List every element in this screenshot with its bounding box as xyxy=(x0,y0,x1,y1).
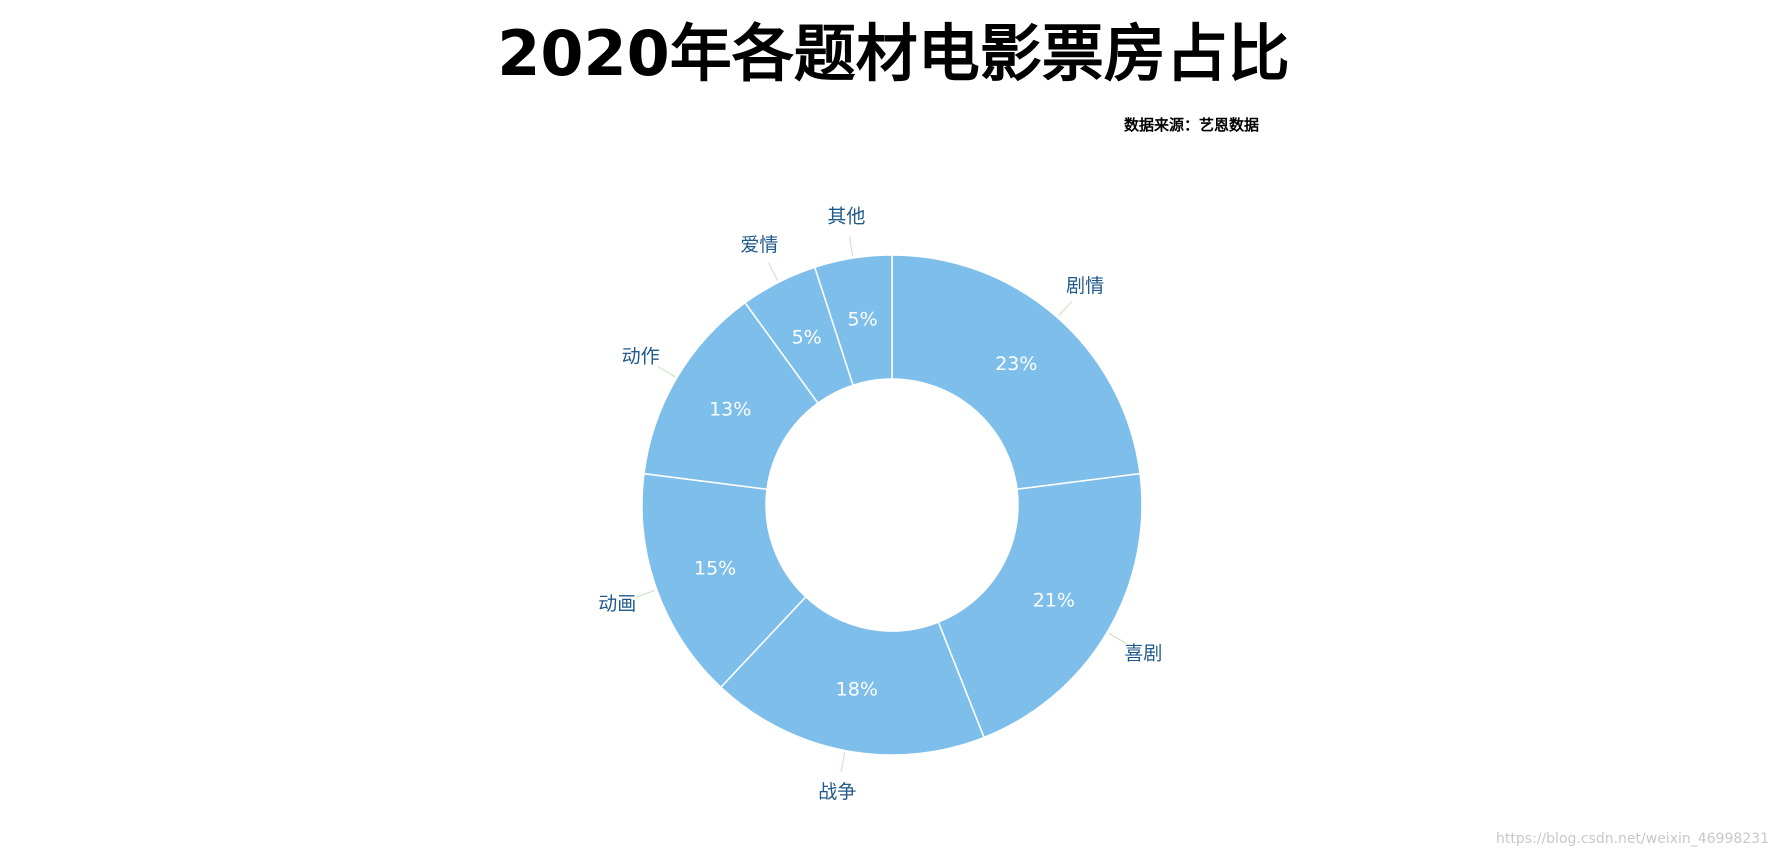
leader-line xyxy=(657,366,676,378)
donut-slice-3 xyxy=(719,595,986,756)
leader-line xyxy=(1108,632,1127,644)
chart-title: 2020年各题材电影票房占比 xyxy=(497,17,1290,90)
slice-value-label: 18% xyxy=(836,679,878,701)
category-label: 战争 xyxy=(818,781,856,803)
category-label: 其他 xyxy=(827,206,865,228)
leader-line xyxy=(848,236,854,257)
slice-value-label: 13% xyxy=(709,398,751,420)
slice-value-label: 21% xyxy=(1033,590,1075,612)
slice-value-label: 5% xyxy=(792,326,822,348)
donut-slice-1 xyxy=(891,254,1141,491)
category-label: 喜剧 xyxy=(1124,643,1162,665)
leader-line xyxy=(767,262,779,281)
slice-value-label: 23% xyxy=(995,353,1037,375)
category-label: 剧情 xyxy=(1066,275,1104,297)
leader-line xyxy=(840,752,846,773)
category-label: 爱情 xyxy=(740,234,778,256)
donut-slice-2 xyxy=(937,472,1143,739)
leader-line xyxy=(635,589,656,598)
category-label: 动画 xyxy=(598,593,636,615)
leader-line xyxy=(1058,300,1073,317)
category-label: 动作 xyxy=(622,345,660,367)
slice-value-label: 5% xyxy=(848,308,878,330)
slice-value-label: 15% xyxy=(694,558,736,580)
donut-slice-7 xyxy=(813,254,893,387)
chart-subtitle: 数据来源：艺恩数据 xyxy=(1123,116,1259,134)
donut-slice-4 xyxy=(641,472,807,689)
watermark: https://blog.csdn.net/weixin_46998231 xyxy=(1495,831,1769,847)
